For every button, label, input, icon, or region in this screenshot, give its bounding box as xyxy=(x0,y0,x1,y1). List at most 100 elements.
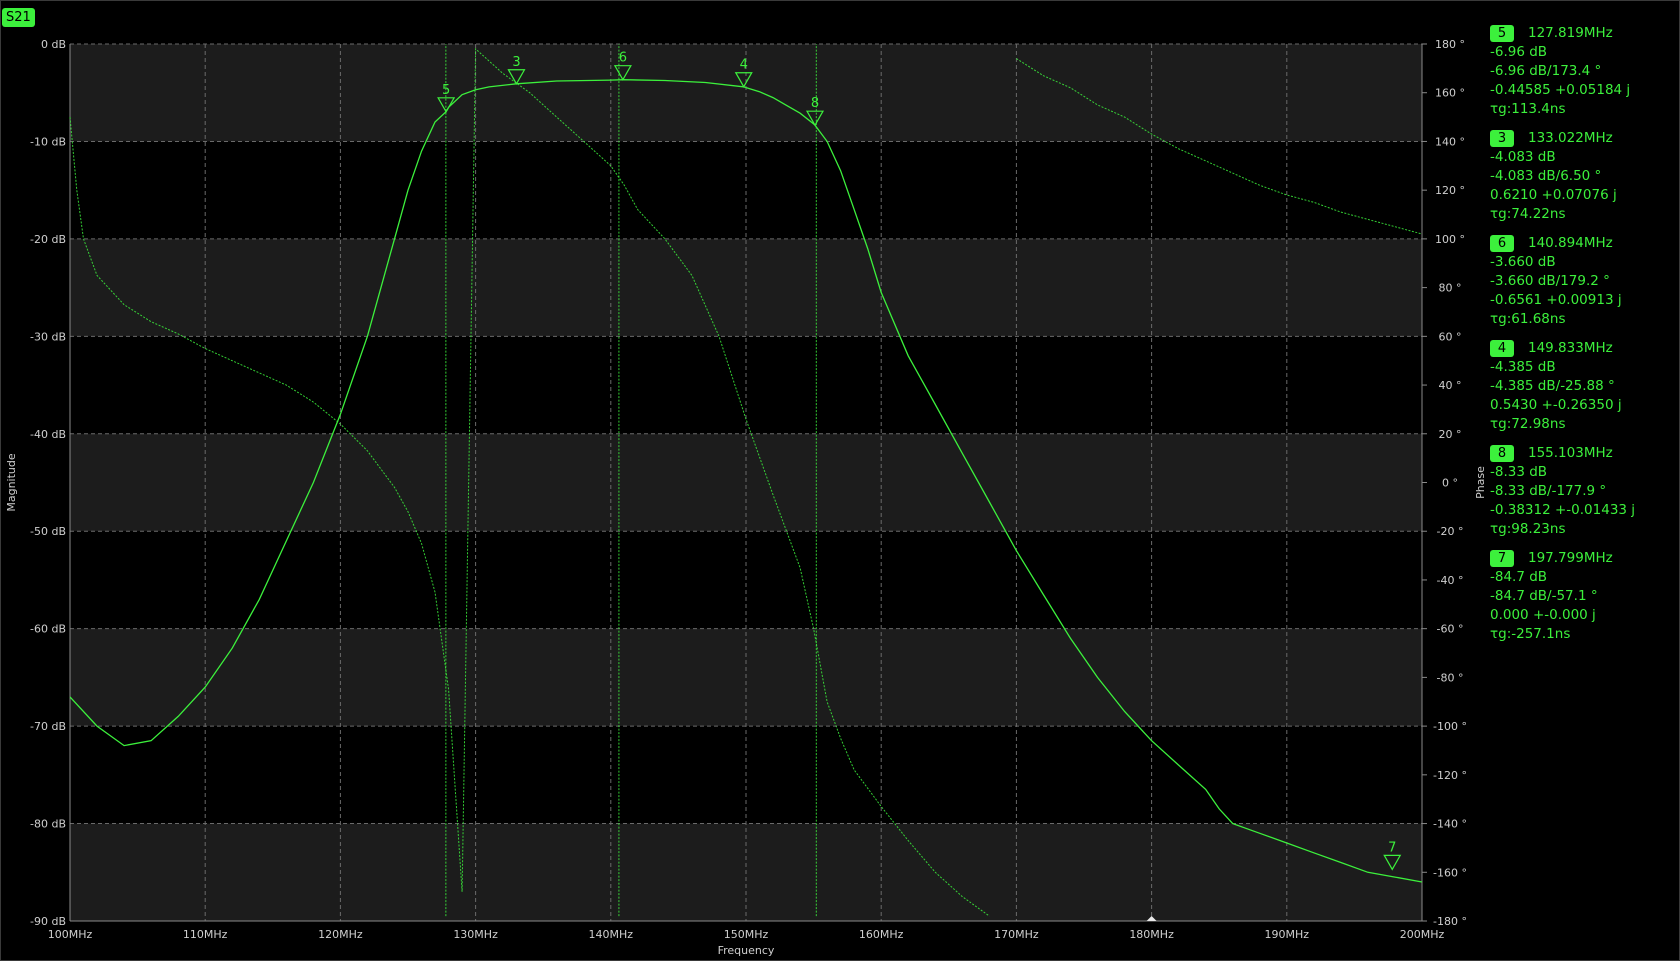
y-tick-label: 0 dB xyxy=(41,38,66,51)
marker-readout-header: 3 133.022MHz xyxy=(1490,129,1675,148)
marker-readout[interactable]: 7 197.799MHz -84.7 dB -84.7 dB/-57.1 ° 0.000… xyxy=(1490,549,1675,644)
marker-value: -4.385 dB xyxy=(1490,359,1556,375)
marker-readout[interactable]: 3 133.022MHz -4.083 dB -4.083 dB/6.50 ° 0.62… xyxy=(1490,129,1675,224)
marker-triangle-icon xyxy=(734,72,753,88)
marker-value: -0.38312 +-0.01433 j xyxy=(1490,502,1636,518)
y-tick-label: -90 dB xyxy=(30,915,66,928)
y2-tick-label: -80 ° xyxy=(1437,671,1464,684)
marker-frequency: 133.022MHz xyxy=(1528,130,1613,146)
x-tick-label: 200MHz xyxy=(1400,928,1445,941)
marker-label: 3 xyxy=(512,55,520,70)
y2-tick-label: -20 ° xyxy=(1437,525,1464,538)
y2-tick-label: 180 ° xyxy=(1435,38,1465,51)
y-tick-label: -70 dB xyxy=(30,720,66,733)
marker-value: -3.660 dB/179.2 ° xyxy=(1490,273,1610,289)
marker-readout[interactable]: 6 140.894MHz -3.660 dB -3.660 dB/179.2 ° -0.… xyxy=(1490,234,1675,329)
marker-value: τg:-257.1ns xyxy=(1490,626,1571,642)
marker-value: -4.385 dB/-25.88 ° xyxy=(1490,378,1615,394)
marker-badge[interactable]: 7 xyxy=(1490,550,1514,567)
y-tick-label: -30 dB xyxy=(30,330,66,343)
x-tick-label: 120MHz xyxy=(318,928,363,941)
marker-frequency: 127.819MHz xyxy=(1528,25,1613,41)
marker-triangle-icon xyxy=(805,110,825,127)
band xyxy=(70,238,1422,337)
y2-tick-label: -100 ° xyxy=(1433,720,1467,733)
marker-value: -8.33 dB xyxy=(1490,464,1548,480)
marker-badge[interactable]: 3 xyxy=(1490,130,1514,147)
marker-value: -0.44585 +0.05184 j xyxy=(1490,82,1631,98)
marker-readout-header: 4 149.833MHz xyxy=(1490,339,1675,358)
marker-value: 0.6210 +0.07076 j xyxy=(1490,187,1617,203)
y2-axis-label: Phase xyxy=(1474,466,1487,499)
y-tick-label: -60 dB xyxy=(30,623,66,636)
x-tick-label: 110MHz xyxy=(183,928,228,941)
marker-badge[interactable]: 8 xyxy=(1490,445,1514,462)
y2-tick-label: 120 ° xyxy=(1435,184,1465,197)
marker-readout-header: 7 197.799MHz xyxy=(1490,549,1675,568)
marker-label: 6 xyxy=(619,51,627,66)
marker-triangle-icon xyxy=(507,69,526,85)
cursor-caret-icon[interactable] xyxy=(1146,916,1157,921)
y-tick-label: -10 dB xyxy=(30,135,66,148)
marker-label: 7 xyxy=(1388,840,1396,855)
y2-axis-ticks: 180 ° 160 ° 140 ° 120 ° 100 ° 80 ° 60 ° 40 ° 20 … xyxy=(1422,38,1467,928)
y2-tick-label: 160 ° xyxy=(1435,87,1465,100)
marker-triangle-icon xyxy=(437,97,456,114)
marker-readout[interactable]: 5 127.819MHz -6.96 dB -6.96 dB/173.4 ° -0.44… xyxy=(1490,24,1675,119)
y2-tick-label: -160 ° xyxy=(1433,866,1467,879)
x-tick-label: 130MHz xyxy=(453,928,498,941)
marker-value: -6.96 dB/173.4 ° xyxy=(1490,63,1602,79)
marker-value: -3.660 dB xyxy=(1490,254,1556,270)
marker-value: -84.7 dB xyxy=(1490,569,1548,585)
marker-readout[interactable]: 4 149.833MHz -4.385 dB -4.385 dB/-25.88 ° 0.… xyxy=(1490,339,1675,434)
marker-readout-header: 5 127.819MHz xyxy=(1490,24,1675,43)
marker-label: 8 xyxy=(811,96,819,111)
marker-value: -4.083 dB xyxy=(1490,149,1556,165)
x-axis-label: Frequency xyxy=(718,944,775,957)
marker-value: τg:72.98ns xyxy=(1490,416,1566,432)
marker-frequency: 140.894MHz xyxy=(1528,235,1613,251)
y-tick-label: -40 dB xyxy=(30,428,66,441)
x-tick-label: 140MHz xyxy=(589,928,634,941)
marker-frequency: 197.799MHz xyxy=(1528,550,1613,566)
y2-tick-label: 140 ° xyxy=(1435,135,1465,148)
marker-value: 0.000 +-0.000 j xyxy=(1490,607,1596,623)
marker-badge[interactable]: 5 xyxy=(1490,25,1514,42)
marker-readout-header: 6 140.894MHz xyxy=(1490,234,1675,253)
series-group xyxy=(69,44,1423,917)
marker-readout[interactable]: 8 155.103MHz -8.33 dB -8.33 dB/-177.9 ° -0.3… xyxy=(1490,444,1675,539)
y2-tick-label: 0 ° xyxy=(1442,477,1458,490)
chart-markers: 5 3 6 4 8 7 xyxy=(437,51,1402,871)
marker-triangle-icon xyxy=(613,65,632,81)
marker-value: τg:98.23ns xyxy=(1490,521,1566,537)
marker-value: -84.7 dB/-57.1 ° xyxy=(1490,588,1598,604)
y2-tick-label: -120 ° xyxy=(1433,769,1467,782)
y-tick-label: -20 dB xyxy=(30,233,66,246)
marker-value: -6.96 dB xyxy=(1490,44,1548,60)
y-axis-label: Magnitude xyxy=(5,453,18,512)
marker-readout-header: 8 155.103MHz xyxy=(1490,444,1675,463)
y2-tick-label: -180 ° xyxy=(1433,915,1467,928)
y-tick-label: -80 dB xyxy=(30,818,66,831)
marker-badge[interactable]: 4 xyxy=(1490,340,1514,357)
marker-value: τg:113.4ns xyxy=(1490,101,1566,117)
marker-value: -0.6561 +0.00913 j xyxy=(1490,292,1622,308)
marker-label: 4 xyxy=(740,58,748,73)
marker-frequency: 155.103MHz xyxy=(1528,445,1613,461)
y2-tick-label: -60 ° xyxy=(1437,623,1464,636)
marker-triangle-icon xyxy=(1383,854,1402,871)
marker-value: -4.083 dB/6.50 ° xyxy=(1490,168,1602,184)
y-axis-ticks: 0 dB -10 dB -20 dB -30 dB -40 dB -50 dB -60 dB… xyxy=(30,38,66,928)
marker-badge[interactable]: 6 xyxy=(1490,235,1514,252)
trace-badge[interactable]: S21 xyxy=(2,8,35,27)
marker-value: τg:74.22ns xyxy=(1490,206,1566,222)
x-tick-label: 180MHz xyxy=(1129,928,1174,941)
y2-tick-label: 100 ° xyxy=(1435,233,1465,246)
x-tick-label: 150MHz xyxy=(724,928,769,941)
y2-tick-label: 60 ° xyxy=(1439,330,1462,343)
x-tick-label: 100MHz xyxy=(48,928,93,941)
marker-label: 5 xyxy=(442,83,450,98)
y2-tick-label: 40 ° xyxy=(1439,379,1462,392)
marker-readout-panel: 5 127.819MHz -6.96 dB -6.96 dB/173.4 ° -0.44… xyxy=(1490,24,1675,654)
